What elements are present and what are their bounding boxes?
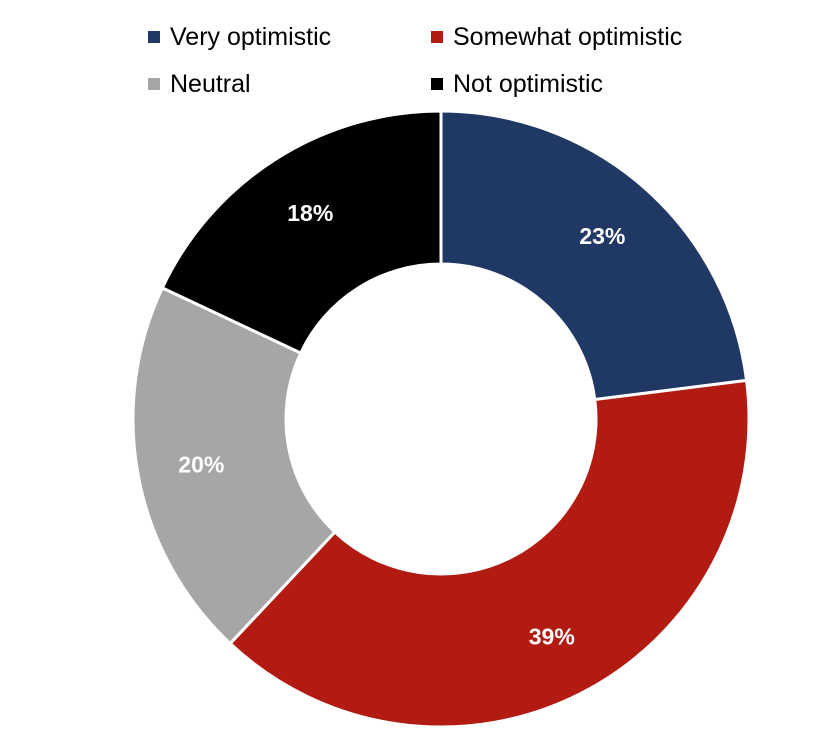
data-label-neutral: 20% [178,452,224,478]
legend-swatch-neutral [148,78,160,90]
legend-label-very-optimistic: Very optimistic [170,23,331,51]
legend-swatch-very-optimistic [148,31,160,43]
slice-not-optimistic [160,109,443,355]
legend-label-somewhat-optimistic: Somewhat optimistic [453,23,682,51]
data-label-very-optimistic: 23% [579,223,625,249]
legend-label-not-optimistic: Not optimistic [453,70,603,98]
legend-swatch-not-optimistic [431,78,443,90]
legend-swatch-somewhat-optimistic [431,31,443,43]
slice-somewhat-optimistic [228,378,751,729]
data-label-somewhat-optimistic: 39% [529,623,575,649]
donut-slices [131,109,751,729]
slice-neutral [131,285,338,646]
data-label-not-optimistic: 18% [287,200,333,226]
chart-legend: Very optimistic Somewhat optimistic Neutra… [148,23,682,98]
slice-very-optimistic [439,109,749,402]
legend-label-neutral: Neutral [170,70,251,98]
slice-labels: 23% 39% 20% 18% [178,200,625,649]
